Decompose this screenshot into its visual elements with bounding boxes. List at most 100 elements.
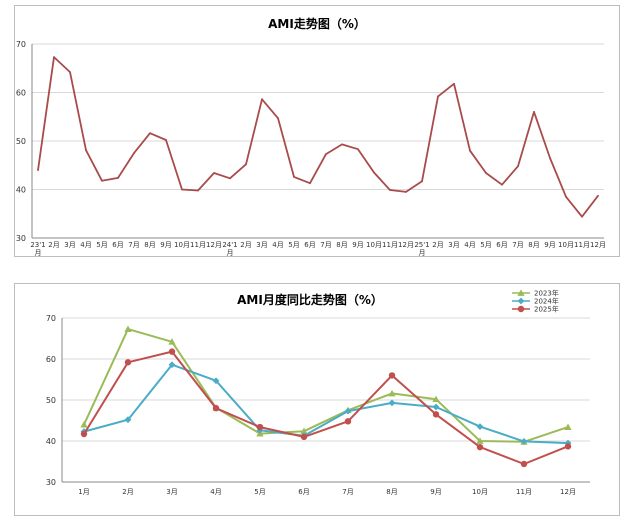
chart1-data-point: [85, 149, 87, 152]
chart1-data-point: [581, 215, 583, 218]
chart1-data-point: [197, 189, 199, 192]
chart2-series-line-2025年: [83, 350, 569, 465]
chart2-data-point: [476, 423, 484, 431]
chart1-x-tick-label: 25'1 月: [414, 241, 429, 257]
chart2-data-point: [212, 405, 220, 412]
chart2-data-point: [124, 325, 132, 332]
chart1-x-tick-label: 10月: [558, 241, 574, 249]
chart2-legend-label: 2025年: [534, 305, 559, 314]
chart2-data-point: [388, 399, 396, 407]
chart1-x-tick-label: 7月: [128, 241, 139, 249]
chart1-x-tick-label: 4月: [80, 241, 91, 249]
chart1-data-point: [405, 191, 407, 193]
chart1-x-tick-label: 9月: [544, 241, 555, 249]
chart2-x-tick-label: 4月: [210, 488, 221, 496]
chart2-x-tick-label: 6月: [298, 488, 309, 496]
chart1-x-tick-label: 10月: [174, 241, 190, 249]
chart2-legend-marker: [517, 305, 525, 313]
chart1-data-point: [437, 95, 439, 98]
chart1-data-point: [133, 152, 135, 155]
chart1-data-point: [165, 139, 167, 141]
chart1-data-point: [117, 176, 119, 179]
chart2-x-tick-label: 1月: [78, 488, 89, 496]
chart1-x-tick-label: 11月: [574, 241, 590, 249]
chart1-x-tick-label: 2月: [48, 241, 59, 249]
chart2-x-tick-label: 10月: [472, 488, 488, 496]
chart1-data-point: [309, 182, 311, 185]
chart2-data-point: [256, 423, 264, 431]
chart2-title: AMI月度同比走势图（%）: [237, 292, 383, 307]
chart2-legend-marker: [517, 297, 525, 305]
chart-frame-yoy: [14, 283, 620, 516]
chart2-x-tick-label: 12月: [560, 488, 576, 496]
chart1-data-point: [229, 177, 231, 180]
chart2-x-tick-label: 2月: [122, 488, 133, 496]
chart1-x-tick-label: 12月: [206, 241, 222, 249]
chart1-series-line: [37, 56, 599, 218]
chart2-data-point: [168, 338, 176, 345]
chart1-x-tick-label: 10月: [366, 241, 382, 249]
chart1-x-tick-label: 5月: [288, 241, 299, 249]
chart1-data-point: [277, 117, 279, 120]
chart1-x-tick-label: 2月: [432, 241, 443, 249]
chart1-y-tick-label: 50: [16, 137, 26, 146]
chart1-data-point: [213, 172, 215, 174]
chart1-x-tick-label: 11月: [190, 241, 206, 249]
chart2-data-point: [124, 359, 132, 366]
chart1-data-point: [597, 194, 599, 197]
chart2-y-tick-label: 50: [46, 396, 56, 405]
chart-frame-trend: [14, 5, 620, 257]
chart1-x-tick-label: 9月: [160, 241, 171, 249]
chart2-data-point: [564, 443, 572, 450]
chart1-x-tick-label: 8月: [336, 241, 347, 249]
chart1-data-point: [53, 56, 55, 58]
chart2-series-line-2023年: [83, 328, 569, 443]
chart2-data-point: [520, 438, 528, 445]
chart1-title: AMI走势图（%）: [268, 16, 366, 31]
chart1-x-tick-label: 12月: [590, 241, 606, 249]
chart2-y-tick-label: 70: [46, 314, 56, 323]
chart1-x-tick-label: 3月: [256, 241, 267, 249]
chart2-data-point: [168, 348, 176, 355]
chart2-data-point: [432, 403, 440, 411]
chart2-data-point: [80, 421, 88, 428]
chart2-data-point: [388, 372, 396, 379]
chart1-data-point: [421, 180, 423, 183]
chart1-x-tick-label: 4月: [464, 241, 475, 249]
chart2-data-point: [300, 433, 308, 441]
chart2-data-point: [124, 416, 132, 424]
chart1-x-tick-label: 2月: [240, 241, 251, 249]
chart1-x-tick-label: 7月: [320, 241, 331, 249]
chart2-data-point: [300, 427, 308, 435]
chart1-data-point: [501, 183, 503, 186]
chart1-x-tick-label-line: 23'1: [30, 241, 45, 249]
chart2-data-point: [388, 389, 396, 397]
chart2-x-tick-label: 8月: [386, 488, 397, 496]
chart1-y-tick-label: 40: [16, 186, 26, 195]
chart2-x-tick-label: 9月: [430, 488, 441, 496]
chart1-data-point: [245, 163, 247, 166]
chart1-x-tick-label: 11月: [382, 241, 398, 249]
chart1-x-tick-label: 12月: [398, 241, 414, 249]
chart1-x-tick-label: 3月: [448, 241, 459, 249]
chart2-y-tick-label: 40: [46, 437, 56, 446]
chart2-series-line-2024年: [83, 363, 569, 445]
chart1-x-tick-label: 6月: [304, 241, 315, 249]
chart1-data-point: [517, 165, 519, 168]
chart1-data-point: [181, 188, 183, 191]
chart1-data-point: [565, 195, 567, 198]
chart1-data-point: [373, 171, 375, 174]
chart1-data-point: [261, 98, 263, 101]
chart1-data-point: [485, 172, 487, 174]
chart1-data-point: [69, 71, 71, 74]
chart1-data-point: [533, 111, 535, 113]
chart1-data-point: [357, 148, 359, 151]
chart1-data-point: [469, 149, 471, 152]
chart2-data-point: [564, 423, 572, 430]
chart1-x-tick-label: 8月: [528, 241, 539, 249]
chart1-x-tick-label: 23'1 月: [30, 241, 45, 257]
chart1-x-tick-label-line: 月: [227, 249, 234, 257]
chart1-x-tick-label: 8月: [144, 241, 155, 249]
chart1-data-point: [341, 143, 343, 146]
